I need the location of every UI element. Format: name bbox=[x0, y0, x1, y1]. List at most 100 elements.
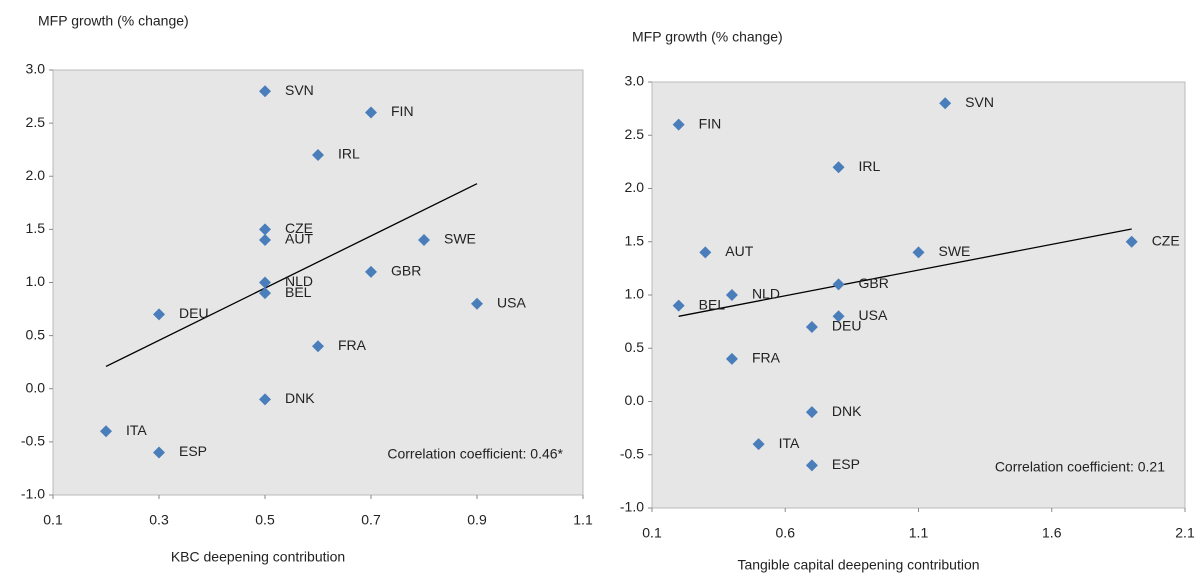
point-label: GBR bbox=[391, 263, 421, 279]
x-tick-label: 1.1 bbox=[909, 525, 929, 541]
point-label: FIN bbox=[391, 103, 414, 119]
data-point bbox=[365, 106, 377, 119]
y-tick-label: 0.5 bbox=[26, 326, 46, 342]
plot-area bbox=[651, 81, 1186, 509]
x-axis-label: Tangible capital deepening contribution bbox=[737, 557, 979, 573]
data-point bbox=[471, 297, 483, 310]
x-axis-label: KBC deepening contribution bbox=[171, 549, 345, 565]
y-tick-label: 3.0 bbox=[26, 61, 46, 77]
y-tick-label: 2.5 bbox=[26, 114, 46, 130]
data-point bbox=[672, 299, 685, 312]
data-point bbox=[100, 425, 112, 438]
data-point bbox=[418, 234, 430, 246]
point-label: USA bbox=[497, 294, 526, 310]
annotation: Correlation coefficient: 0.21 bbox=[995, 459, 1165, 475]
data-point bbox=[259, 223, 271, 236]
y-tick-label: -0.5 bbox=[620, 445, 644, 461]
data-point bbox=[832, 310, 845, 323]
data-point bbox=[365, 265, 377, 278]
point-label: ESP bbox=[832, 456, 860, 472]
trend-line bbox=[105, 183, 478, 368]
point-label: SVN bbox=[965, 94, 994, 110]
data-point bbox=[912, 246, 925, 259]
y-tick-label: 0.5 bbox=[625, 339, 645, 355]
trend-line bbox=[678, 228, 1132, 317]
y-tick-label: 2.0 bbox=[625, 179, 645, 195]
x-tick-label: 1.1 bbox=[573, 512, 593, 528]
y-tick-label: -1.0 bbox=[21, 486, 45, 502]
data-point bbox=[832, 161, 845, 174]
point-label: ITA bbox=[126, 422, 147, 438]
point-label: DEU bbox=[179, 305, 209, 321]
x-tick-label: 0.7 bbox=[361, 512, 381, 528]
x-tick-label: 0.5 bbox=[255, 512, 275, 528]
data-point bbox=[939, 97, 952, 110]
point-label: CZE bbox=[1152, 232, 1180, 248]
data-point bbox=[153, 308, 165, 321]
y-tick-label: 0.0 bbox=[26, 379, 46, 395]
data-point bbox=[312, 340, 324, 353]
y-tick-label: 1.0 bbox=[625, 286, 645, 302]
y-tick-label: 1.0 bbox=[26, 273, 46, 289]
x-tick-label: 0.3 bbox=[149, 512, 169, 528]
data-point bbox=[805, 320, 818, 333]
point-label: GBR bbox=[859, 275, 889, 291]
data-point bbox=[805, 406, 818, 419]
x-tick-label: 0.1 bbox=[43, 512, 63, 528]
point-label: DNK bbox=[285, 390, 315, 406]
point-label: AUT bbox=[725, 243, 753, 259]
data-point bbox=[259, 287, 271, 300]
data-point bbox=[259, 85, 271, 98]
point-label: DEU bbox=[832, 318, 862, 334]
x-tick-label: 1.6 bbox=[1042, 525, 1062, 541]
point-label: BEL bbox=[285, 284, 312, 300]
point-label: ESP bbox=[179, 443, 207, 459]
data-point bbox=[832, 278, 845, 291]
point-label: IRL bbox=[338, 146, 360, 162]
x-tick-label: 0.6 bbox=[776, 525, 796, 541]
plot-area bbox=[52, 69, 584, 496]
y-tick-label: -1.0 bbox=[620, 499, 644, 515]
y-tick-label: -0.5 bbox=[21, 433, 45, 449]
data-point bbox=[725, 289, 738, 301]
point-label: SVN bbox=[285, 82, 314, 98]
point-label: FIN bbox=[699, 115, 722, 131]
point-label: CZE bbox=[285, 220, 313, 236]
point-label: ITA bbox=[779, 435, 800, 451]
point-label: BEL bbox=[699, 296, 726, 312]
point-label: FRA bbox=[752, 350, 781, 366]
data-point bbox=[699, 246, 712, 259]
x-tick-label: 2.1 bbox=[1175, 525, 1195, 541]
y-tick-label: 2.5 bbox=[625, 126, 645, 142]
point-label: AUT bbox=[285, 231, 313, 247]
point-label: NLD bbox=[752, 286, 780, 302]
y-tick-label: 0.0 bbox=[625, 392, 645, 408]
y-axis-label: MFP growth (% change) bbox=[632, 29, 783, 45]
y-tick-label: 1.5 bbox=[26, 220, 46, 236]
point-label: USA bbox=[859, 307, 888, 323]
data-point bbox=[259, 393, 271, 406]
y-tick-label: 2.0 bbox=[26, 167, 46, 183]
annotation: Correlation coefficient: 0.46* bbox=[387, 446, 563, 462]
x-tick-label: 0.9 bbox=[467, 512, 487, 528]
point-label: IRL bbox=[859, 158, 881, 174]
data-point bbox=[312, 149, 324, 161]
data-point bbox=[752, 438, 765, 451]
x-tick-label: 0.1 bbox=[642, 525, 662, 541]
y-tick-label: 3.0 bbox=[625, 73, 645, 89]
data-point bbox=[725, 352, 738, 365]
point-label: SWE bbox=[444, 231, 476, 247]
data-point bbox=[672, 118, 685, 131]
data-point bbox=[153, 446, 165, 459]
data-point bbox=[259, 234, 271, 246]
point-label: FRA bbox=[338, 337, 367, 353]
point-label: DNK bbox=[832, 403, 862, 419]
data-point bbox=[1125, 235, 1138, 248]
point-label: SWE bbox=[939, 243, 971, 259]
data-point bbox=[805, 459, 818, 472]
y-axis-label: MFP growth (% change) bbox=[38, 13, 189, 29]
point-label: NLD bbox=[285, 273, 313, 289]
data-point bbox=[259, 276, 271, 289]
y-tick-label: 1.5 bbox=[625, 232, 645, 248]
